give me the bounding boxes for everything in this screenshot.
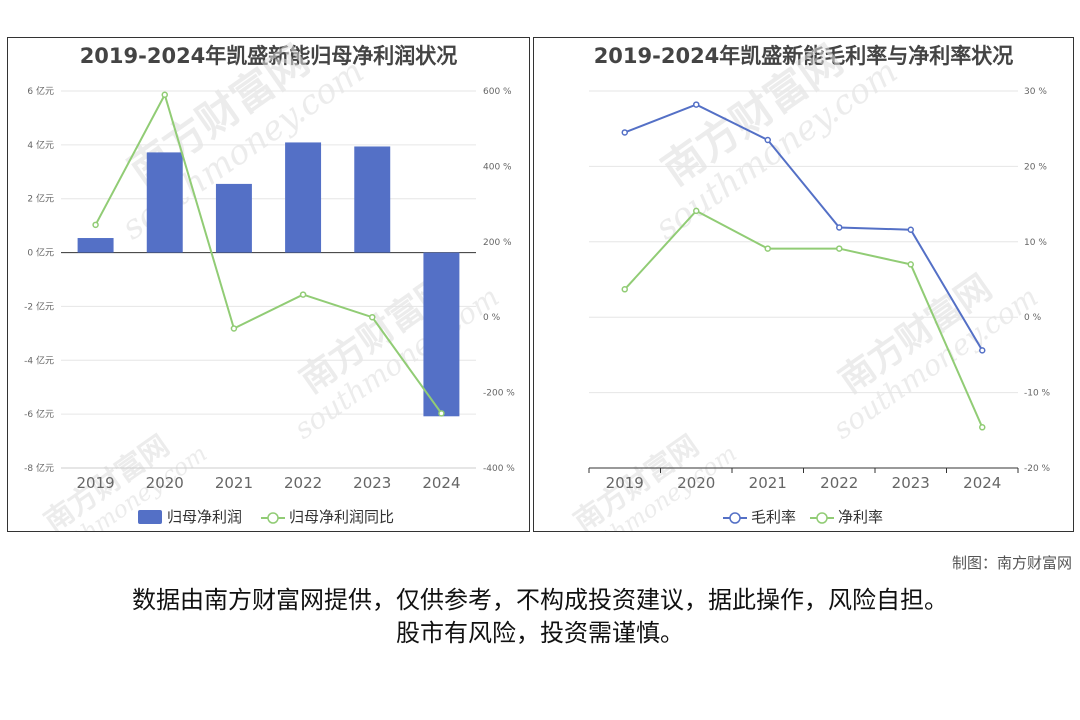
x-tick-label: 2021 — [749, 474, 787, 492]
bar-net-profit — [423, 252, 460, 417]
legend-swatch-bar — [138, 510, 162, 524]
bar-net-profit — [285, 142, 322, 253]
line-point-yoy-growth — [230, 325, 238, 332]
disclaimer-line-1: 数据由南方财富网提供，仅供参考，不构成投资建议，据此操作，风险自担。 — [132, 586, 948, 614]
line-point-net-margin — [907, 261, 914, 268]
line-net-margin — [624, 209, 984, 428]
line-point-gross-margin — [979, 347, 986, 354]
line-point-net-margin — [693, 207, 700, 215]
x-tick-label: 2023 — [892, 474, 930, 492]
line-point-net-margin — [836, 245, 843, 252]
bar-net-profit — [215, 183, 252, 253]
line-point-gross-margin — [764, 136, 771, 144]
legend-label: 净利率 — [838, 508, 883, 526]
y-right-tick-label: 600 % — [483, 87, 512, 97]
line-point-net-margin — [621, 286, 628, 293]
y-right-tick-label: 0 % — [483, 313, 501, 323]
y-right-tick-label: 20 % — [1024, 162, 1047, 172]
x-tick-label: 2019 — [606, 474, 644, 492]
chart-credit: 制图：南方财富网 — [951, 554, 1072, 572]
y-left-tick-label: 2 亿元 — [27, 193, 54, 205]
x-tick-label: 2022 — [284, 474, 322, 492]
x-tick-label: 2022 — [820, 474, 858, 492]
y-right-tick-label: 30 % — [1024, 87, 1047, 97]
line-point-gross-margin — [693, 101, 700, 108]
bar-net-profit — [77, 238, 114, 253]
y-right-tick-label: 10 % — [1024, 238, 1047, 248]
legend-label: 归母净利润同比 — [289, 508, 394, 526]
y-right-tick-label: -400 % — [483, 464, 515, 474]
legend-swatch-marker — [816, 512, 828, 524]
y-left-tick-label: 4 亿元 — [27, 139, 54, 151]
line-point-gross-margin — [907, 226, 914, 233]
line-point-yoy-growth — [438, 410, 445, 417]
y-right-tick-label: 0 % — [1024, 313, 1042, 323]
y-left-tick-label: 6 亿元 — [27, 85, 54, 97]
line-point-yoy-growth — [299, 291, 307, 298]
x-tick-label: 2024 — [422, 474, 460, 492]
y-right-tick-label: -10 % — [1024, 389, 1051, 399]
chart-title: 2019-2024年凯盛新能毛利率与净利率状况 — [593, 44, 1014, 68]
chart-panel-net-profit: 2019-2024年凯盛新能归母净利润状况 南方财富网 southmoney.co… — [7, 37, 530, 532]
y-left-tick-label: 0 亿元 — [27, 247, 54, 259]
y-right-tick-label: 400 % — [483, 162, 512, 172]
line-point-gross-margin — [836, 224, 843, 231]
y-left-tick-label: -8 亿元 — [24, 462, 54, 474]
y-right-tick-label: -20 % — [1024, 464, 1051, 474]
x-tick-label: 2020 — [677, 474, 715, 492]
y-left-tick-label: -6 亿元 — [24, 408, 54, 420]
line-point-yoy-growth — [92, 221, 99, 229]
bar-net-profit — [146, 152, 183, 253]
line-point-net-margin — [979, 424, 986, 431]
legend-label: 毛利率 — [751, 508, 796, 526]
net-profit-chart: 南方财富网southmoney.com南方财富网southmoney.com南方… — [24, 38, 515, 531]
chart-panel-margins: 2019-2024年凯盛新能毛利率与净利率状况 南方财富网 southmoney.… — [533, 37, 1074, 532]
x-tick-label: 2020 — [146, 474, 184, 492]
chart-title: 2019-2024年凯盛新能归母净利润状况 — [79, 44, 458, 68]
legend-label: 归母净利润 — [167, 508, 242, 526]
line-yoy-growth — [94, 92, 443, 414]
disclaimer-line-2: 股市有风险，投资需谨慎。 — [396, 619, 684, 647]
y-left-tick-label: -2 亿元 — [24, 300, 54, 312]
y-left-tick-label: -4 亿元 — [24, 354, 54, 366]
y-right-tick-label: 200 % — [483, 238, 512, 248]
x-tick-label: 2023 — [353, 474, 391, 492]
bar-net-profit — [354, 146, 391, 253]
legend-swatch-marker — [729, 512, 741, 524]
x-tick-label: 2024 — [963, 474, 1001, 492]
line-point-net-margin — [764, 245, 771, 252]
line-gross-margin — [624, 103, 984, 351]
y-right-tick-label: -200 % — [483, 389, 515, 399]
line-point-yoy-growth — [161, 91, 168, 99]
x-tick-label: 2019 — [76, 474, 114, 492]
line-point-gross-margin — [621, 129, 628, 136]
legend-swatch-marker — [267, 512, 279, 524]
x-tick-label: 2021 — [215, 474, 253, 492]
line-point-yoy-growth — [369, 313, 376, 321]
